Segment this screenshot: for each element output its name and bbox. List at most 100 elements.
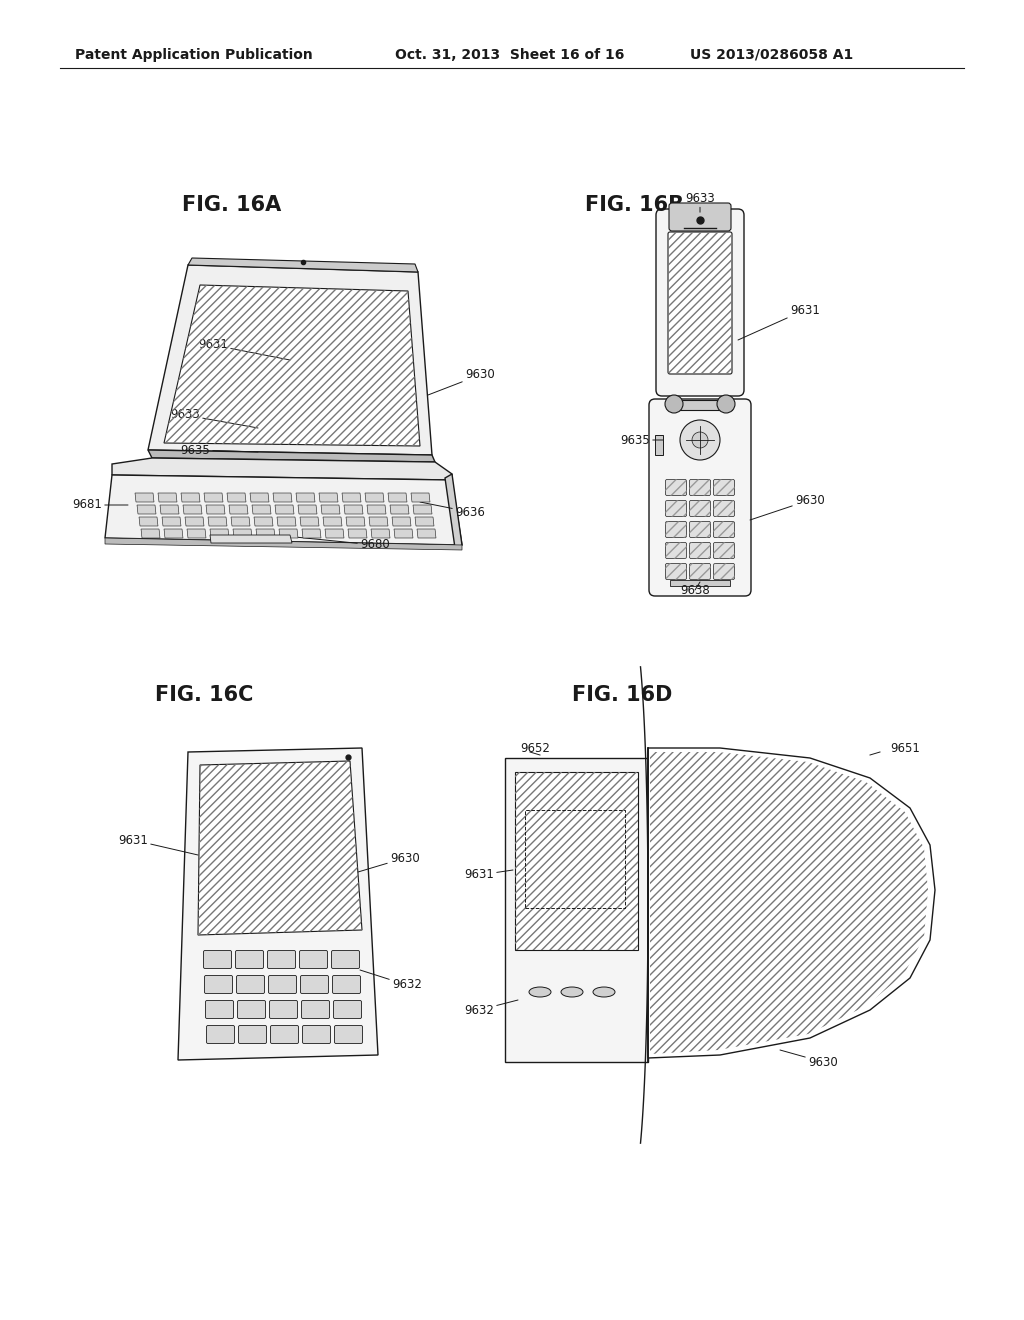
Text: FIG. 16B: FIG. 16B (585, 195, 684, 215)
Polygon shape (321, 506, 340, 513)
FancyBboxPatch shape (207, 1026, 234, 1044)
Text: Oct. 31, 2013  Sheet 16 of 16: Oct. 31, 2013 Sheet 16 of 16 (395, 48, 625, 62)
FancyBboxPatch shape (649, 399, 751, 597)
Polygon shape (413, 506, 432, 513)
Polygon shape (227, 492, 246, 502)
Polygon shape (394, 529, 413, 539)
FancyBboxPatch shape (299, 950, 328, 969)
Text: 9680: 9680 (295, 537, 390, 552)
Polygon shape (273, 492, 292, 502)
Polygon shape (323, 517, 342, 525)
FancyBboxPatch shape (689, 543, 711, 558)
Text: 9630: 9630 (358, 851, 420, 873)
FancyBboxPatch shape (333, 975, 360, 994)
Circle shape (692, 432, 708, 447)
Polygon shape (648, 748, 935, 1059)
Polygon shape (515, 772, 638, 950)
FancyBboxPatch shape (300, 975, 329, 994)
FancyBboxPatch shape (689, 521, 711, 537)
Polygon shape (187, 529, 206, 539)
Bar (670, 579, 730, 586)
Polygon shape (141, 529, 160, 539)
Circle shape (680, 420, 720, 459)
Polygon shape (445, 474, 462, 548)
FancyBboxPatch shape (268, 975, 297, 994)
Polygon shape (505, 758, 648, 1063)
Polygon shape (178, 748, 378, 1060)
Polygon shape (229, 506, 248, 513)
FancyBboxPatch shape (267, 950, 296, 969)
Text: 9681: 9681 (72, 499, 128, 511)
FancyBboxPatch shape (666, 521, 686, 537)
Polygon shape (415, 517, 434, 525)
Text: Patent Application Publication: Patent Application Publication (75, 48, 312, 62)
Polygon shape (254, 517, 273, 525)
Text: 9633: 9633 (170, 408, 258, 428)
Ellipse shape (561, 987, 583, 997)
Polygon shape (162, 517, 181, 525)
Polygon shape (417, 529, 436, 539)
Text: 9630: 9630 (780, 1049, 838, 1068)
Text: FIG. 16D: FIG. 16D (572, 685, 673, 705)
Text: 9635: 9635 (180, 444, 258, 457)
Text: 9636: 9636 (420, 502, 485, 519)
Polygon shape (348, 529, 367, 539)
Ellipse shape (593, 987, 615, 997)
Polygon shape (148, 450, 435, 462)
Polygon shape (411, 492, 430, 502)
Polygon shape (139, 517, 158, 525)
FancyBboxPatch shape (689, 500, 711, 516)
Polygon shape (137, 506, 156, 513)
Polygon shape (344, 506, 362, 513)
Text: 9631: 9631 (118, 833, 198, 855)
FancyBboxPatch shape (239, 1026, 266, 1044)
Polygon shape (105, 539, 462, 550)
FancyBboxPatch shape (301, 1001, 330, 1019)
FancyBboxPatch shape (237, 975, 264, 994)
Text: 9630: 9630 (428, 368, 495, 395)
Polygon shape (181, 492, 200, 502)
Text: 9631: 9631 (198, 338, 290, 360)
Polygon shape (300, 517, 319, 525)
Text: 9635: 9635 (621, 433, 663, 446)
FancyBboxPatch shape (236, 950, 263, 969)
Text: 9632: 9632 (360, 970, 422, 991)
Polygon shape (158, 492, 177, 502)
Circle shape (717, 395, 735, 413)
Polygon shape (164, 285, 420, 446)
Polygon shape (388, 492, 407, 502)
Polygon shape (342, 492, 361, 502)
Text: 9630: 9630 (750, 494, 824, 520)
Polygon shape (112, 458, 452, 480)
Polygon shape (105, 475, 462, 545)
Polygon shape (252, 506, 271, 513)
Polygon shape (256, 529, 275, 539)
Polygon shape (210, 529, 229, 539)
Text: 9652: 9652 (520, 742, 550, 755)
Polygon shape (231, 517, 250, 525)
Text: 9632: 9632 (464, 1001, 518, 1016)
FancyBboxPatch shape (666, 564, 686, 579)
Polygon shape (204, 492, 223, 502)
Text: 9631: 9631 (464, 869, 513, 882)
Text: US 2013/0286058 A1: US 2013/0286058 A1 (690, 48, 853, 62)
Polygon shape (367, 506, 386, 513)
FancyBboxPatch shape (204, 950, 231, 969)
Polygon shape (250, 492, 269, 502)
FancyBboxPatch shape (206, 1001, 233, 1019)
Bar (525, 810, 625, 908)
FancyBboxPatch shape (689, 479, 711, 495)
Polygon shape (296, 492, 315, 502)
Polygon shape (279, 529, 298, 539)
Polygon shape (148, 265, 432, 455)
FancyBboxPatch shape (669, 203, 731, 231)
Polygon shape (233, 529, 252, 539)
FancyBboxPatch shape (302, 1026, 331, 1044)
FancyBboxPatch shape (689, 564, 711, 579)
FancyBboxPatch shape (668, 232, 732, 374)
Text: 9633: 9633 (685, 191, 715, 213)
FancyBboxPatch shape (714, 479, 734, 495)
Text: FIG. 16C: FIG. 16C (155, 685, 253, 705)
FancyBboxPatch shape (714, 500, 734, 516)
FancyBboxPatch shape (205, 975, 232, 994)
